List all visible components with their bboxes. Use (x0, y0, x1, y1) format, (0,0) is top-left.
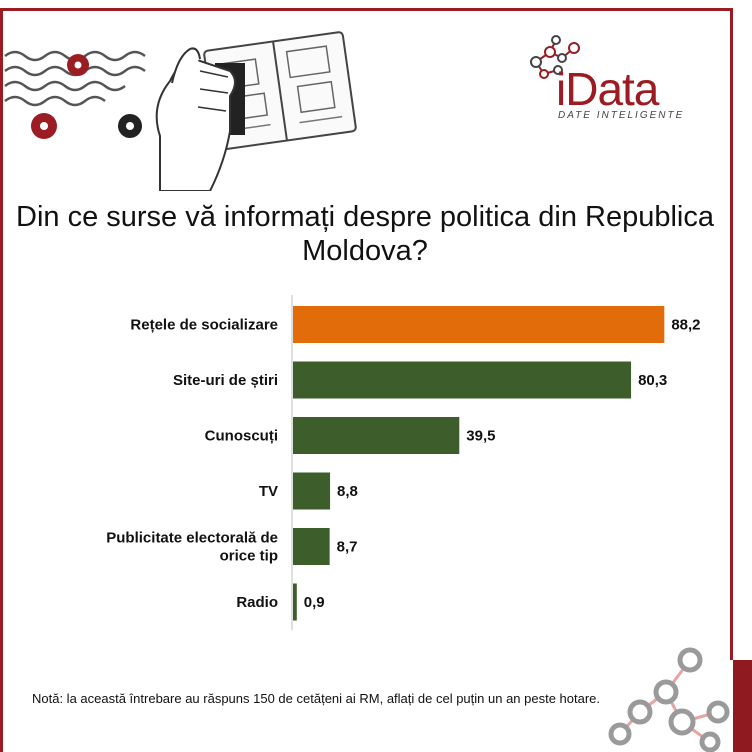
passport-stamp-icon (4, 31, 357, 191)
value-label-5: 0,9 (304, 594, 325, 611)
category-label-3: TV (259, 483, 278, 500)
frame-top-border (0, 8, 733, 11)
value-label-4: 8,7 (337, 539, 358, 556)
value-label-2: 39,5 (466, 428, 495, 445)
bar-5 (293, 583, 297, 621)
bar-4 (293, 528, 330, 565)
side-strip (733, 660, 752, 752)
bar-0 (293, 306, 665, 343)
frame-right-border (730, 8, 733, 660)
bar-1 (293, 361, 632, 399)
category-label-2: Cunoscuți (205, 428, 278, 445)
value-label-0: 88,2 (671, 317, 700, 334)
bar-2 (293, 417, 460, 454)
logo-tagline: DATE INTELIGENTE (558, 110, 685, 121)
molecule-decoration-icon (608, 647, 730, 752)
category-label-4: Publicitate electorală de orice tip (106, 530, 278, 565)
bar-3 (293, 472, 331, 510)
frame-left-border (0, 8, 3, 752)
category-label-1: Site-uri de știri (173, 372, 278, 389)
category-label-5: Radio (236, 594, 278, 611)
category-label-0: Rețele de socializare (130, 317, 278, 334)
footnote: Notă: la această întrebare au răspuns 15… (32, 691, 601, 706)
bar-chart: 88,2 Rețele de socializare 80,3 Site-uri de… (106, 295, 701, 630)
value-label-1: 80,3 (638, 372, 667, 389)
idata-logo-icon (530, 35, 580, 79)
logo-wordmark: iData (556, 63, 659, 115)
value-label-3: 8,8 (337, 483, 358, 500)
chart-title: Din ce surse vă informați despre politic… (16, 201, 714, 267)
